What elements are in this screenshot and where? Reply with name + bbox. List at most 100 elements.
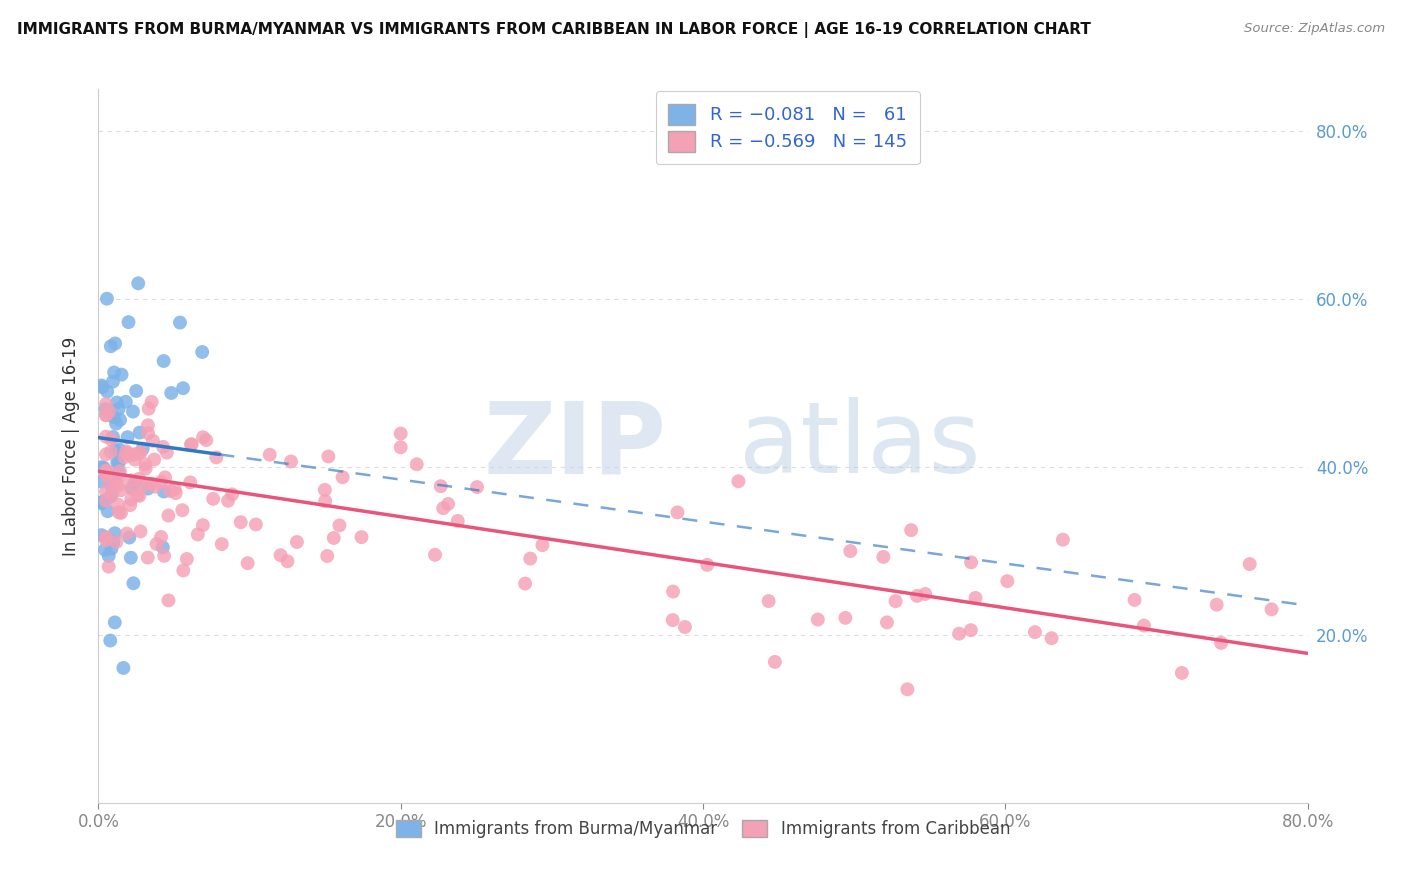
Point xyxy=(121,481,143,495)
Point xyxy=(191,345,214,359)
Point xyxy=(960,555,983,569)
Point xyxy=(128,446,150,460)
Point xyxy=(93,460,115,475)
Point xyxy=(97,472,120,486)
Point xyxy=(90,495,112,509)
Point xyxy=(180,437,202,451)
Point xyxy=(896,682,918,697)
Point xyxy=(350,530,373,544)
Point xyxy=(107,478,129,492)
Text: Source: ZipAtlas.com: Source: ZipAtlas.com xyxy=(1244,22,1385,36)
Point xyxy=(124,447,146,461)
Point xyxy=(96,384,118,399)
Point xyxy=(152,541,174,555)
Point xyxy=(108,442,131,457)
Point xyxy=(98,404,121,418)
Point xyxy=(163,482,186,496)
Point xyxy=(103,366,125,380)
Point xyxy=(834,611,856,625)
Point xyxy=(727,475,749,489)
Point xyxy=(107,498,129,512)
Point xyxy=(128,489,150,503)
Point xyxy=(202,491,225,506)
Point xyxy=(94,447,117,461)
Point xyxy=(328,518,350,533)
Point xyxy=(94,484,117,499)
Point xyxy=(141,476,163,491)
Point xyxy=(94,409,117,423)
Point xyxy=(763,655,786,669)
Point xyxy=(179,475,201,490)
Point xyxy=(1209,636,1232,650)
Point xyxy=(159,483,181,498)
Point xyxy=(143,480,166,494)
Point xyxy=(100,433,122,447)
Point xyxy=(172,503,194,517)
Point xyxy=(195,433,218,447)
Point xyxy=(405,457,427,471)
Point xyxy=(108,464,131,478)
Text: ZIP: ZIP xyxy=(484,398,666,494)
Point xyxy=(104,615,127,630)
Point xyxy=(136,550,159,565)
Point xyxy=(94,533,117,548)
Point xyxy=(112,661,135,675)
Point xyxy=(101,430,124,444)
Point xyxy=(108,505,131,519)
Point xyxy=(94,467,117,481)
Point xyxy=(135,461,157,475)
Point xyxy=(662,584,685,599)
Point xyxy=(94,397,117,411)
Point xyxy=(136,418,159,433)
Point xyxy=(105,417,128,431)
Point xyxy=(105,395,128,409)
Point xyxy=(150,530,173,544)
Legend: Immigrants from Burma/Myanmar, Immigrants from Caribbean: Immigrants from Burma/Myanmar, Immigrant… xyxy=(389,813,1017,845)
Point xyxy=(90,460,112,475)
Point xyxy=(94,494,117,508)
Point xyxy=(187,527,209,541)
Point xyxy=(995,574,1018,589)
Point xyxy=(120,498,142,512)
Point xyxy=(94,530,117,544)
Point xyxy=(332,470,354,484)
Point xyxy=(270,548,292,562)
Point xyxy=(236,556,259,570)
Point xyxy=(150,475,173,489)
Y-axis label: In Labor Force | Age 16-19: In Labor Force | Age 16-19 xyxy=(62,336,80,556)
Point xyxy=(1133,618,1156,632)
Point xyxy=(132,442,155,456)
Point xyxy=(318,450,340,464)
Point xyxy=(884,594,907,608)
Point xyxy=(125,384,148,398)
Point xyxy=(105,467,128,481)
Point xyxy=(758,594,780,608)
Point xyxy=(172,564,194,578)
Point xyxy=(285,535,308,549)
Point xyxy=(145,537,167,551)
Point xyxy=(1040,632,1063,646)
Point xyxy=(104,443,127,458)
Point xyxy=(103,409,125,424)
Point xyxy=(107,466,129,480)
Point xyxy=(389,426,412,441)
Point xyxy=(100,489,122,503)
Point xyxy=(205,450,228,465)
Point xyxy=(97,464,120,478)
Point xyxy=(191,518,214,533)
Point xyxy=(120,550,142,565)
Point xyxy=(905,589,928,603)
Point xyxy=(90,378,112,392)
Point xyxy=(94,408,117,422)
Point xyxy=(960,623,983,637)
Point xyxy=(1205,598,1227,612)
Point xyxy=(100,541,122,556)
Point xyxy=(100,444,122,458)
Point xyxy=(661,613,683,627)
Point xyxy=(141,395,163,409)
Point xyxy=(90,528,112,542)
Point xyxy=(105,455,128,469)
Point xyxy=(118,531,141,545)
Point xyxy=(157,593,180,607)
Point xyxy=(666,505,689,519)
